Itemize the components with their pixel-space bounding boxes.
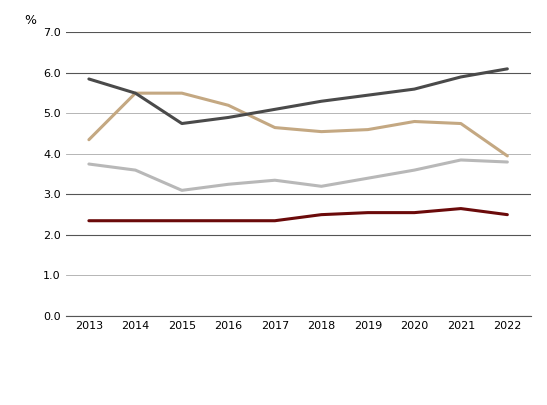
Rates [411,119,417,124]
LGCI [457,158,464,162]
Rates [364,127,371,132]
Line: GDP: GDP [89,69,507,124]
CPI [178,218,185,223]
Rates [457,121,464,126]
GDP [132,91,138,96]
GDP [271,107,278,112]
GDP [411,87,417,92]
CPI [85,218,92,223]
Rates [178,91,185,96]
LGCI [364,176,371,181]
LGCI [271,178,278,183]
LGCI [411,168,417,173]
GDP [178,121,185,126]
Line: Rates: Rates [89,93,507,156]
Rates [225,103,231,108]
GDP [225,115,231,120]
CPI [504,212,510,217]
Rates [132,91,138,96]
GDP [457,75,464,79]
Line: LGCI: LGCI [89,160,507,190]
GDP [85,77,92,81]
CPI [318,212,324,217]
Line: CPI: CPI [89,209,507,221]
CPI [271,218,278,223]
CPI [364,210,371,215]
CPI [457,206,464,211]
GDP [318,99,324,104]
Text: %: % [24,14,36,27]
CPI [132,218,138,223]
Rates [85,137,92,142]
LGCI [318,184,324,189]
CPI [225,218,231,223]
Rates [271,125,278,130]
Rates [504,153,510,158]
CPI [411,210,417,215]
LGCI [85,162,92,166]
LGCI [178,188,185,193]
GDP [504,66,510,71]
Rates [318,129,324,134]
LGCI [132,168,138,173]
LGCI [225,182,231,187]
GDP [364,93,371,98]
LGCI [504,160,510,164]
